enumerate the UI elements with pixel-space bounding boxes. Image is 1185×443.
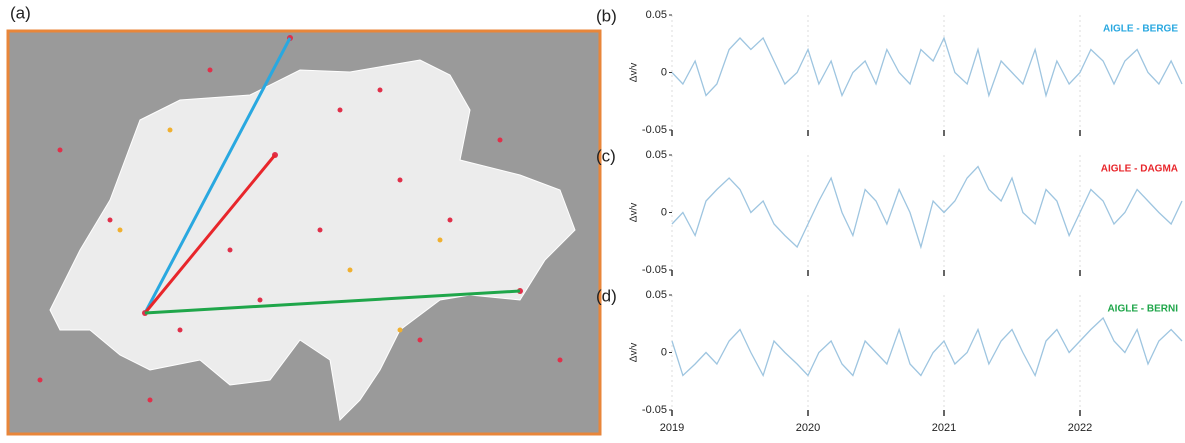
y-tick-label: -0.05 bbox=[642, 124, 667, 136]
y-tick-label: -0.05 bbox=[642, 264, 667, 276]
panel-label: (a) bbox=[10, 3, 31, 22]
panel-label: (b) bbox=[596, 6, 617, 25]
x-tick-label: 2020 bbox=[796, 422, 820, 434]
panel-label: (d) bbox=[596, 286, 617, 305]
y-tick-label: 0.05 bbox=[646, 289, 667, 301]
y-tick-label: 0.05 bbox=[646, 9, 667, 21]
chart-panel: 0.05 0 -0.05 Δv/v (c) AIGLE - DAGMA bbox=[596, 146, 1182, 276]
y-axis-label: Δv/v bbox=[629, 63, 640, 82]
chart-panel: 0.05 0 -0.05 Δv/v (b) AIGLE - BERGE bbox=[596, 6, 1182, 136]
map-panel: (a) bbox=[8, 3, 600, 434]
figure: (a) 0.05 0 -0.05 Δv/v (b) AIGLE - BERGE 0.05 0 -… bbox=[0, 0, 1185, 438]
series-label: AIGLE - BERGE bbox=[1103, 24, 1178, 35]
series-label: AIGLE - DAGMA bbox=[1101, 164, 1178, 175]
plot-area bbox=[672, 295, 1182, 410]
y-tick-label: 0.05 bbox=[646, 149, 667, 161]
y-tick-label: -0.05 bbox=[642, 404, 667, 416]
y-axis-label: Δv/v bbox=[629, 343, 640, 362]
panel-label: (c) bbox=[596, 146, 616, 165]
series-label: AIGLE - BERNI bbox=[1107, 304, 1178, 315]
y-tick-label: 0 bbox=[661, 346, 667, 358]
x-tick-label: 2021 bbox=[932, 422, 956, 434]
chart-panel: 2019 2020 2021 2022 0.05 0 -0.05 Δv/v (d) AIGLE -… bbox=[596, 286, 1182, 433]
x-tick-label: 2022 bbox=[1068, 422, 1092, 434]
x-tick-label: 2019 bbox=[660, 422, 684, 434]
y-tick-label: 0 bbox=[661, 66, 667, 78]
y-tick-label: 0 bbox=[661, 206, 667, 218]
y-axis-label: Δv/v bbox=[629, 203, 640, 222]
